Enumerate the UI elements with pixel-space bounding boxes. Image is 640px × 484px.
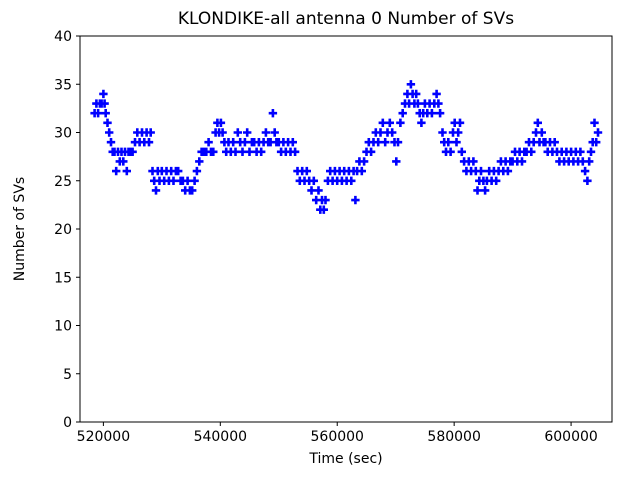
scatter-series [90,80,603,214]
chart-title: KLONDIKE-all antenna 0 Number of SVs [178,9,514,29]
y-tick-label: 30 [54,126,72,142]
y-tick-label: 0 [63,415,72,431]
y-tick-label: 5 [63,367,72,383]
x-tick-label: 580000 [427,429,480,445]
plot-area [79,35,613,423]
y-tick-label: 20 [54,222,72,238]
data-point-markers [90,80,603,214]
x-tick-label: 520000 [77,429,130,445]
axis-ticks: 520000 540000 560000 580000 600000 0 5 10 15 20 25… [54,29,598,445]
y-axis-label: Number of SVs [12,177,28,281]
y-tick-label: 40 [54,29,72,45]
y-tick-label: 25 [54,174,72,190]
x-tick-label: 540000 [194,429,247,445]
y-tick-label: 35 [54,77,72,93]
x-axis-label: Time (sec) [308,451,382,467]
x-tick-label: 600000 [544,429,597,445]
y-tick-label: 10 [54,319,72,335]
y-tick-label: 15 [54,270,72,286]
x-tick-label: 560000 [311,429,364,445]
